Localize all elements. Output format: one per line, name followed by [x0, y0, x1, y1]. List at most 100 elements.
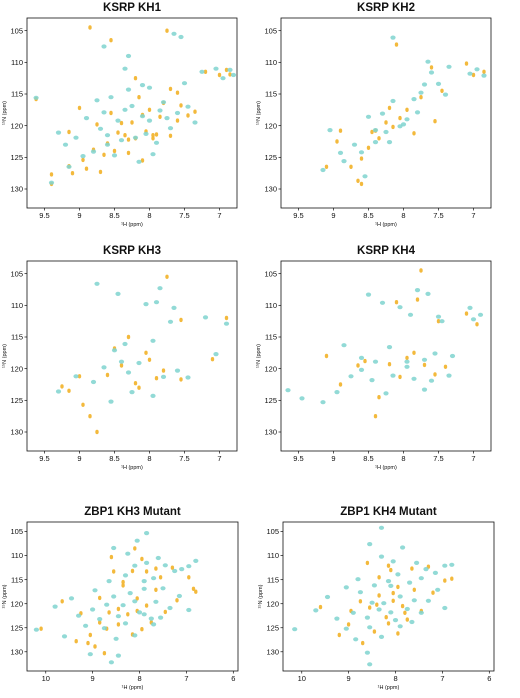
- peak: [388, 610, 394, 615]
- peak: [67, 129, 71, 135]
- peak: [371, 583, 377, 588]
- peak: [431, 590, 435, 595]
- peak: [74, 639, 78, 644]
- peak: [111, 153, 118, 158]
- peak: [141, 612, 147, 617]
- x-tick-label: 6: [231, 674, 235, 683]
- spectrum-panel: KSRP KH1 9.5 9 8.5 8 7.5 7 105 110 115 120 125 130 ¹H…: [1, 2, 238, 228]
- peak: [108, 95, 114, 100]
- peak: [171, 31, 177, 36]
- peak: [385, 579, 392, 584]
- peak: [404, 364, 410, 369]
- peak: [446, 64, 452, 69]
- peak: [450, 576, 454, 581]
- peak: [125, 87, 132, 92]
- peak: [154, 587, 158, 592]
- peak: [112, 148, 117, 154]
- peak: [67, 388, 71, 393]
- peak: [62, 142, 69, 147]
- peak: [33, 627, 40, 632]
- y-axis-label: ¹⁵N (ppm): [1, 344, 8, 368]
- peak: [119, 363, 124, 368]
- panel-title: KSRP KH3: [103, 245, 161, 257]
- spectrum-panel: KSRP KH2 9.5 9 8.5 8 7.5 7 105 110 115 120 125 130 ¹H…: [255, 2, 492, 228]
- peak: [104, 142, 111, 147]
- peak: [122, 107, 128, 112]
- peak: [104, 133, 111, 138]
- peak: [165, 28, 169, 33]
- peak: [412, 350, 416, 355]
- x-tick-label: 8: [401, 454, 405, 463]
- peak: [101, 626, 107, 631]
- peak: [116, 606, 121, 612]
- peak: [418, 90, 424, 95]
- peak: [104, 602, 110, 607]
- peak: [341, 159, 347, 164]
- x-tick-label: 8: [147, 211, 151, 220]
- peak: [146, 118, 153, 123]
- peak: [327, 128, 333, 133]
- spectrum-panel: ZBP1 KH3 Mutant 10 9 8 7 6 105 110 115 120 125 130 ¹…: [1, 506, 239, 691]
- y-tick-label: 110: [11, 301, 23, 310]
- peak: [158, 575, 163, 580]
- peak: [116, 622, 121, 627]
- peak-layer: [33, 531, 199, 665]
- peak: [435, 314, 442, 319]
- peak: [358, 355, 365, 360]
- peak: [351, 142, 358, 147]
- peak: [151, 622, 157, 627]
- peak: [175, 90, 180, 95]
- peak: [464, 311, 469, 316]
- peak: [111, 545, 117, 551]
- x-tick-label: 8.5: [363, 454, 373, 463]
- peak: [118, 359, 125, 364]
- y-tick-label: 130: [10, 185, 23, 194]
- peak: [379, 300, 386, 305]
- peak: [365, 292, 372, 297]
- peak: [107, 610, 111, 615]
- peak: [140, 556, 144, 562]
- peak: [61, 634, 68, 639]
- peak: [132, 563, 138, 568]
- peak: [446, 373, 452, 378]
- peak: [147, 107, 152, 113]
- peak: [133, 76, 138, 81]
- peak: [320, 167, 326, 173]
- peak: [356, 363, 360, 368]
- peak: [368, 605, 372, 610]
- peak: [407, 312, 414, 317]
- peak: [175, 118, 180, 123]
- peak: [409, 619, 415, 625]
- peak: [178, 34, 184, 40]
- peak: [194, 589, 198, 594]
- peak: [126, 137, 131, 142]
- peak: [87, 652, 93, 657]
- peak: [165, 274, 169, 279]
- peak: [109, 38, 113, 43]
- y-tick-label: 115: [265, 333, 277, 342]
- peak: [362, 174, 368, 179]
- peak: [364, 615, 370, 620]
- peak: [77, 374, 82, 379]
- peak: [343, 626, 349, 631]
- peak: [55, 389, 62, 394]
- y-tick-label: 105: [10, 527, 23, 536]
- peak: [140, 158, 145, 163]
- peak: [193, 558, 199, 564]
- peak: [425, 598, 431, 603]
- peak: [98, 595, 102, 601]
- y-tick-label: 110: [11, 58, 23, 67]
- plot-frame: [280, 260, 492, 452]
- peak: [122, 573, 129, 578]
- peak-layer: [33, 25, 237, 187]
- peak: [224, 67, 229, 73]
- peak: [338, 128, 343, 133]
- peak: [394, 42, 399, 47]
- peak: [432, 570, 438, 576]
- peak: [140, 627, 144, 632]
- peak: [467, 305, 473, 310]
- peak: [118, 138, 125, 143]
- peak: [203, 69, 208, 75]
- peak: [160, 586, 166, 591]
- peak: [98, 169, 103, 175]
